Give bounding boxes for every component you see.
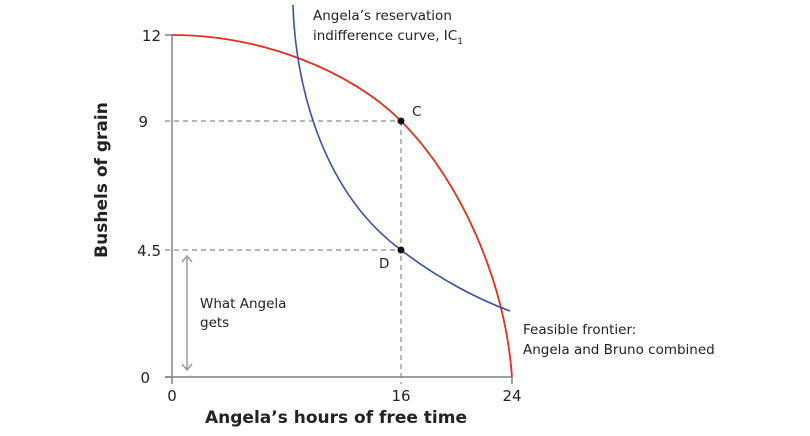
indifference-curve-ic1 xyxy=(292,4,511,312)
arrow-head-down-icon xyxy=(181,363,193,372)
point-d-label: D xyxy=(379,256,389,272)
point-c-label: C xyxy=(412,104,421,120)
y-axis-title: Bushels of grain xyxy=(92,102,112,258)
ic-label-line1: Angela’s reservation xyxy=(313,8,452,24)
ic-label-text: indifference curve, IC xyxy=(313,28,457,44)
point-c xyxy=(397,117,405,125)
ic-label-line2: indifference curve, IC1 xyxy=(313,28,463,47)
x-axis-title: Angela’s hours of free time xyxy=(205,408,467,428)
x-tick-label-24: 24 xyxy=(502,387,521,405)
frontier-label-line2: Angela and Bruno combined xyxy=(523,342,715,358)
what-angela-gets-label-line2: gets xyxy=(200,315,229,331)
y-tick-label-12: 12 xyxy=(142,27,161,45)
y-tick-label-0: 0 xyxy=(140,369,150,387)
y-tick-label-4-5: 4.5 xyxy=(137,242,161,260)
x-tick-label-0: 0 xyxy=(167,387,177,405)
y-tick-label-9: 9 xyxy=(138,113,148,131)
frontier-label-line1: Feasible frontier: xyxy=(523,322,636,338)
x-tick-label-16: 16 xyxy=(391,387,410,405)
ic-label-subscript: 1 xyxy=(457,37,463,47)
point-d xyxy=(397,246,405,254)
what-angela-gets-label-line1: What Angela xyxy=(200,296,286,312)
arrow-head-up-icon xyxy=(181,254,193,263)
